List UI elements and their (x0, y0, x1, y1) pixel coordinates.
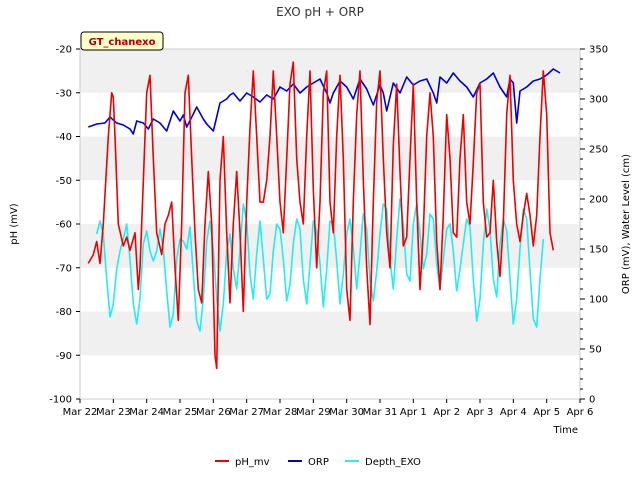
y-left-tick-label: -80 (56, 307, 72, 318)
y-left-tick-label: -70 (56, 263, 72, 274)
series-line-orp (88, 68, 561, 135)
grid-band (80, 92, 580, 137)
annotation-box-frame (80, 31, 164, 51)
x-tick-label: Mar 24 (129, 407, 164, 418)
y-left-tick-label: -20 (56, 45, 72, 56)
legend-label: Depth_EXO (365, 457, 421, 468)
legend-label: pH_mv (235, 457, 270, 468)
x-tick-label: Apr 6 (567, 407, 594, 418)
grid-band (80, 267, 580, 312)
y-left-tick-label: -30 (56, 88, 72, 99)
legend: pH_mv ORP Depth_EXO (215, 457, 421, 468)
y-right-tick-label: 100 (589, 295, 608, 306)
x-tick-label: Apr 1 (400, 407, 427, 418)
x-tick-label: Apr 2 (433, 407, 460, 418)
chart-title: EXO pH + ORP (276, 5, 364, 19)
y-left-tick-label: -90 (56, 351, 72, 362)
x-tick-label: Mar 25 (163, 407, 198, 418)
y-left-tick-label: -40 (56, 132, 72, 143)
y-axis-right-title: ORP (mV), Water Level (cm) (621, 154, 632, 294)
annotation-text: GT_chanexo (89, 37, 156, 48)
y-right-tick-label: 0 (589, 395, 595, 406)
x-tick-label: Apr 4 (500, 407, 527, 418)
annotation-box: GT_chanexo (80, 31, 164, 51)
y-right-tick-label: 200 (589, 195, 608, 206)
series-line-ph-mv (87, 61, 555, 370)
x-tick-label: Apr 3 (467, 407, 494, 418)
x-tick-label: Mar 27 (229, 407, 264, 418)
y-left-tick-label: -60 (56, 220, 72, 231)
y-right-tick-label: 300 (589, 95, 608, 106)
legend-label: ORP (308, 457, 329, 468)
grid-band (80, 49, 580, 93)
x-tick-label: Mar 29 (296, 407, 331, 418)
x-tick-label: Mar 22 (63, 407, 98, 418)
y-right-tick-label: 250 (589, 145, 608, 156)
y-left-tick-label: -50 (56, 176, 72, 187)
x-axis-title: Time (553, 425, 578, 436)
x-tick-label: Mar 26 (196, 407, 231, 418)
y-right-tick-label: 150 (589, 245, 608, 256)
y-left-tick-label: -100 (49, 395, 72, 406)
grid-band (80, 355, 580, 399)
y-right-tick-label: 50 (589, 345, 602, 356)
axes: -100 -90 -80 -70 -60 -50 -40 -30 -20 0 50 100 150 200… (49, 45, 608, 419)
series-line-depth-exo (95, 198, 545, 332)
x-tick-label: Apr 5 (533, 407, 560, 418)
y-right-tick-label: 350 (589, 45, 608, 56)
series-layer (87, 61, 561, 370)
x-tick-label: Mar 28 (263, 407, 298, 418)
y-axis-left-title: pH (mV) (9, 203, 20, 245)
x-tick-label: Mar 30 (329, 407, 364, 418)
x-tick-label: Mar 31 (363, 407, 398, 418)
x-tick-label: Mar 23 (96, 407, 131, 418)
grid-band (80, 311, 580, 356)
